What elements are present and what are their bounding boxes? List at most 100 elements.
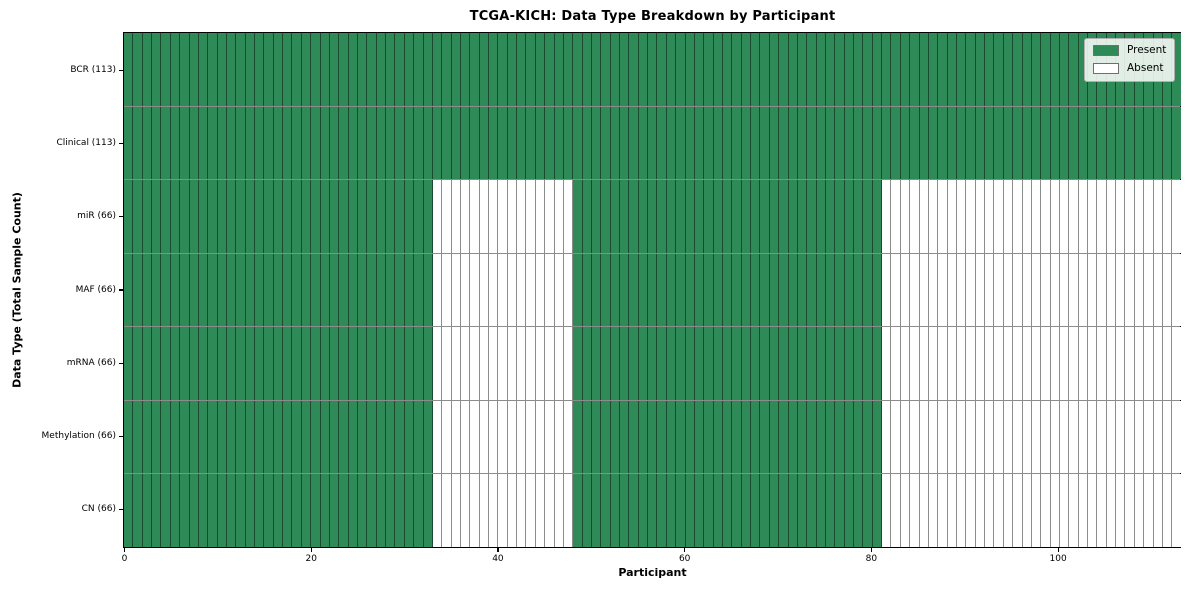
heatmap-cell xyxy=(1162,180,1173,253)
heatmap-cell xyxy=(1097,474,1107,548)
heatmap-cell xyxy=(526,180,536,253)
heatmap-cell xyxy=(1125,400,1135,474)
heatmap-cell xyxy=(170,106,181,180)
heatmap-cell xyxy=(666,327,677,400)
heatmap-cell xyxy=(348,106,358,180)
heatmap-cell xyxy=(900,33,911,106)
heatmap-cell xyxy=(460,106,471,180)
heatmap-cell xyxy=(198,33,209,106)
heatmap-cell xyxy=(479,253,490,327)
heatmap-cell xyxy=(610,474,621,548)
heatmap-cell xyxy=(1144,106,1154,180)
heatmap-cell xyxy=(535,33,546,106)
heatmap-cell xyxy=(985,33,995,106)
heatmap-cell xyxy=(994,180,1004,253)
heatmap-cell xyxy=(994,33,1004,106)
heatmap-cell xyxy=(797,33,808,106)
heatmap-cell xyxy=(545,474,555,548)
heatmap-cell xyxy=(161,474,171,548)
heatmap-cell xyxy=(882,327,892,400)
heatmap-cell xyxy=(872,474,883,548)
heatmap-cell xyxy=(180,474,190,548)
heatmap-cell xyxy=(133,33,143,106)
heatmap-cell xyxy=(723,180,733,253)
heatmap-cell xyxy=(142,400,153,474)
heatmap-cell xyxy=(264,180,274,253)
heatmap-cell xyxy=(507,327,518,400)
heatmap-cell xyxy=(835,253,845,327)
heatmap-cell xyxy=(283,327,293,400)
legend: Present Absent xyxy=(1084,38,1176,82)
heatmap-cell xyxy=(357,180,368,253)
heatmap-cell xyxy=(985,327,995,400)
heatmap-cell xyxy=(1144,327,1154,400)
heatmap-cell xyxy=(713,180,723,253)
heatmap-cell xyxy=(788,180,798,253)
heatmap-cell xyxy=(779,33,789,106)
heatmap-cell xyxy=(1116,106,1126,180)
heatmap-cell xyxy=(545,400,555,474)
heatmap-cell xyxy=(367,400,377,474)
heatmap-cell xyxy=(189,180,199,253)
heatmap-cell xyxy=(676,106,686,180)
heatmap-cell xyxy=(610,33,621,106)
heatmap-cell xyxy=(423,33,433,106)
heatmap-cell xyxy=(1050,253,1060,327)
heatmap-cell xyxy=(329,400,340,474)
heatmap-cell xyxy=(1031,400,1042,474)
heatmap-cell xyxy=(208,180,218,253)
heatmap-cell xyxy=(666,106,677,180)
heatmap-cell xyxy=(956,106,967,180)
heatmap-cell xyxy=(732,327,742,400)
heatmap-cell xyxy=(226,253,237,327)
heatmap-cell xyxy=(517,253,527,327)
heatmap-cell xyxy=(133,180,143,253)
heatmap-cell xyxy=(404,180,415,253)
heatmap-cell xyxy=(872,106,883,180)
heatmap-cell xyxy=(255,327,265,400)
y-tick-label-Clinical: Clinical (113) xyxy=(56,137,116,148)
heatmap-cell xyxy=(470,474,480,548)
heatmap-cell xyxy=(1031,474,1042,548)
heatmap-cell xyxy=(526,33,536,106)
heatmap-cell xyxy=(217,474,227,548)
y-tick-label-BCR: BCR (113) xyxy=(70,64,116,75)
heatmap-cell xyxy=(376,253,387,327)
heatmap-cell xyxy=(320,474,330,548)
heatmap-cell xyxy=(882,400,892,474)
heatmap-cell xyxy=(975,106,986,180)
heatmap-cell xyxy=(825,106,836,180)
heatmap-cell xyxy=(694,33,705,106)
heatmap-cell xyxy=(245,180,256,253)
heatmap-cell xyxy=(610,106,621,180)
heatmap-cell xyxy=(807,180,817,253)
heatmap-cell xyxy=(479,33,490,106)
heatmap-cell xyxy=(563,400,574,474)
heatmap-cell xyxy=(854,106,864,180)
heatmap-cell xyxy=(1134,106,1145,180)
heatmap-cell xyxy=(966,106,976,180)
heatmap-cell xyxy=(526,106,536,180)
heatmap-cell xyxy=(404,106,415,180)
heatmap-cell xyxy=(620,474,630,548)
y-tick-mark xyxy=(119,435,123,438)
heatmap-cell xyxy=(1003,474,1014,548)
heatmap-cell xyxy=(329,474,340,548)
heatmap-cell xyxy=(1106,180,1117,253)
heatmap-cell xyxy=(835,474,845,548)
heatmap-cell xyxy=(751,180,761,253)
heatmap-cell xyxy=(226,180,237,253)
heatmap-cell xyxy=(882,253,892,327)
heatmap-cell xyxy=(863,327,873,400)
heatmap-cell xyxy=(835,400,845,474)
y-tick-mark xyxy=(119,216,123,218)
heatmap-cell xyxy=(928,474,939,548)
heatmap-cell xyxy=(1162,106,1173,180)
heatmap-cell xyxy=(460,400,471,474)
heatmap-cell xyxy=(348,180,358,253)
heatmap-cell xyxy=(1153,106,1163,180)
heatmap-cell xyxy=(180,106,190,180)
heatmap-cell xyxy=(751,33,761,106)
heatmap-cell xyxy=(1013,253,1023,327)
heatmap-cell xyxy=(442,106,452,180)
